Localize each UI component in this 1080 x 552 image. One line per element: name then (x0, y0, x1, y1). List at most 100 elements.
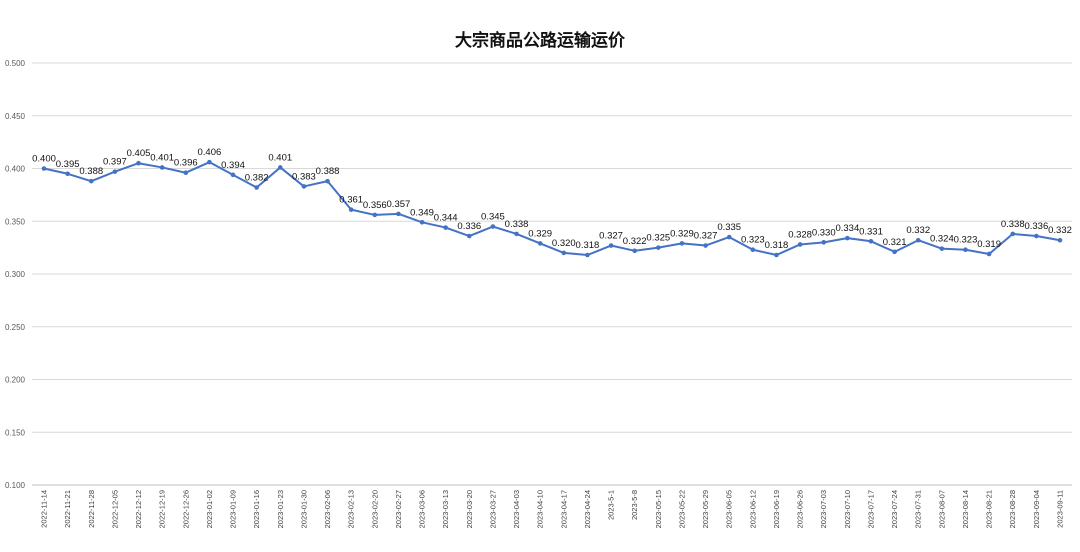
data-label: 0.382 (245, 172, 269, 183)
x-tick-label: 2022-12-05 (110, 490, 119, 528)
data-point (136, 160, 141, 166)
data-point (230, 172, 236, 178)
x-tick-label: 2022-11-21 (63, 490, 72, 528)
data-point (396, 211, 401, 217)
data-label: 0.324 (930, 234, 954, 245)
x-tick-label: 2023-03-13 (441, 490, 450, 528)
x-tick-label: 2023-05-22 (677, 490, 686, 528)
data-point (868, 238, 874, 244)
x-tick-label: 2023-02-27 (394, 490, 403, 528)
data-point (159, 165, 165, 170)
x-tick-label: 2022-11-28 (87, 490, 96, 528)
data-label: 0.330 (812, 227, 836, 238)
data-label: 0.361 (339, 195, 363, 206)
data-point (1034, 233, 1039, 239)
x-tick-label: 2023-06-19 (772, 490, 781, 528)
x-tick-label: 2022-12-12 (134, 490, 143, 528)
data-point (679, 241, 685, 246)
x-tick-label: 2023-04-24 (583, 490, 592, 528)
x-tick-label: 2023-05-29 (701, 490, 710, 528)
data-point (348, 207, 354, 212)
data-point (419, 220, 425, 225)
data-label: 0.318 (765, 240, 789, 251)
data-label: 0.332 (1048, 225, 1072, 236)
data-label: 0.332 (906, 225, 930, 236)
x-tick-label: 2023-02-20 (370, 490, 379, 528)
x-tick-label: 2023-01-02 (205, 490, 214, 528)
data-label: 0.320 (552, 238, 576, 249)
data-label: 0.388 (79, 166, 103, 177)
y-tick-label: 0.150 (5, 428, 26, 437)
y-tick-label: 0.200 (5, 376, 26, 385)
data-label: 0.349 (410, 207, 434, 218)
x-tick-label: 2023-07-03 (819, 490, 828, 528)
y-axis-ticks: 0.100 0.150 0.200 0.250 0.300 0.350 0.400 0.450… (5, 59, 26, 490)
data-point (939, 246, 945, 251)
grid-lines (32, 62, 1072, 486)
series-line (43, 161, 1061, 257)
x-tick-label: 2023-08-21 (985, 490, 994, 528)
y-tick-label: 0.400 (5, 165, 26, 174)
data-label: 0.323 (741, 235, 765, 246)
x-tick-label: 2022-12-19 (158, 490, 167, 528)
x-tick-label: 2023-07-24 (890, 490, 899, 528)
x-tick-label: 2023-09-04 (1032, 490, 1041, 528)
data-point (797, 242, 803, 247)
data-label: 0.331 (859, 226, 883, 237)
x-tick-label: 2023-03-06 (418, 490, 427, 528)
data-label: 0.318 (576, 240, 600, 251)
data-label: 0.334 (835, 223, 859, 234)
data-point (537, 241, 543, 246)
x-tick-label: 2023-5-8 (630, 490, 639, 520)
data-label: 0.323 (954, 235, 978, 246)
data-point (845, 235, 850, 241)
data-label: 0.357 (387, 199, 411, 210)
x-tick-label: 2022-12-26 (181, 490, 190, 528)
data-label: 0.327 (694, 231, 718, 242)
data-label: 0.394 (221, 160, 245, 171)
x-tick-label: 2023-09-11 (1056, 490, 1065, 528)
x-tick-label: 2023-03-20 (465, 490, 474, 528)
data-label: 0.345 (481, 212, 505, 223)
data-point (915, 237, 921, 243)
data-point (585, 252, 590, 258)
data-label: 0.383 (292, 171, 316, 182)
data-point (514, 231, 519, 237)
x-tick-label: 2023-05-15 (654, 490, 663, 528)
data-point (41, 166, 47, 171)
y-tick-label: 0.250 (5, 323, 26, 332)
data-label: 0.338 (505, 219, 529, 230)
x-tick-label: 2022-11-14 (40, 490, 49, 528)
data-points (41, 159, 1063, 258)
x-tick-label: 2023-07-17 (866, 490, 875, 528)
data-point (703, 243, 708, 248)
data-label: 0.344 (434, 213, 458, 224)
data-label: 0.325 (646, 233, 670, 244)
data-label: 0.401 (150, 152, 174, 163)
data-point (561, 250, 567, 256)
x-tick-label: 2023-06-26 (796, 490, 805, 528)
data-point (65, 171, 70, 177)
data-label: 0.388 (316, 166, 340, 177)
data-point (325, 178, 330, 184)
x-axis-ticks: 2022-11-14 2022-11-21 2022-11-28 2022-12-05… (40, 490, 1065, 528)
x-tick-label: 2023-01-16 (252, 490, 261, 528)
data-point (726, 234, 732, 240)
x-tick-label: 2023-06-12 (748, 490, 757, 528)
data-label: 0.322 (623, 236, 647, 247)
data-point (467, 233, 472, 239)
x-tick-label: 2023-01-09 (229, 490, 238, 528)
data-point (112, 169, 118, 174)
data-point (656, 245, 661, 250)
x-tick-label: 2023-02-06 (323, 490, 332, 528)
x-tick-label: 2023-06-05 (725, 490, 734, 528)
x-tick-label: 2023-01-30 (299, 490, 308, 528)
data-point (608, 243, 614, 248)
data-point (892, 249, 897, 255)
data-label: 0.327 (599, 231, 623, 242)
data-label: 0.335 (717, 222, 741, 233)
data-point (88, 178, 94, 184)
data-label: 0.396 (174, 158, 198, 169)
